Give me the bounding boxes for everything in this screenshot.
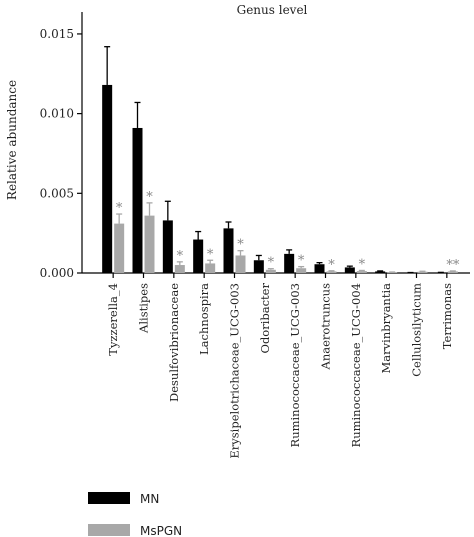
category-labels: Tyzzerella_4 Alistipes Desulfovibrionaceae… [106,283,454,459]
significance-star: * [268,256,275,271]
category-label: Tyzzerella_4 [106,283,120,356]
significance-star: * [359,257,366,272]
bar-mspgn [144,215,155,273]
bar-mn [344,267,355,273]
category-label: Cellulosilyticum [410,283,424,377]
bar-mspgn [235,255,246,273]
significance-annotations: *** *** * * * ** [116,190,460,273]
y-tick-label: 0.000 [40,266,74,280]
legend-label: MN [140,492,159,506]
bar-mspgn [326,271,337,273]
significance-star: * [146,190,153,205]
bar-mn [284,253,295,273]
significance-star: * [207,247,214,262]
y-axis-label: Relative abundance [5,80,19,200]
legend-swatch-mn [88,492,130,504]
significance-star: ** [446,258,460,273]
significance-star: * [298,254,305,269]
bar-mn [102,84,113,273]
bar-mspgn [296,268,307,273]
significance-star: * [328,258,335,273]
category-label: Ruminococcaceae_UCG-003 [288,283,302,447]
chart-title: Genus level [237,3,308,17]
bars [102,84,458,274]
legend: MN MsPGN [88,492,182,537]
bar-mn [253,260,264,273]
category-label: Alistipes [137,283,151,334]
bar-mspgn [447,271,458,273]
category-label: Desulfovibrionaceae [167,283,181,402]
y-tick-label: 0.015 [40,27,74,41]
category-label: Lachnospira [197,283,211,355]
bar-mn [375,271,386,273]
bar-mspgn [356,271,367,273]
bar-mspgn [114,223,125,273]
category-label: Anaerotruncus [319,283,333,371]
bar-mspgn [265,269,276,273]
legend-swatch-mspgn [88,524,130,536]
bar-mn [314,264,325,273]
category-label: Terrimonas [440,283,454,349]
y-axis: 0.000 0.005 0.010 0.015 [40,12,83,280]
bar-mspgn [174,265,185,273]
bar-mn [132,127,143,273]
category-label: Ruminococcaceae_UCG-004 [349,283,363,447]
significance-star: * [177,249,184,264]
bar-mspgn [205,263,216,273]
category-label: Erysipelotrichaceae_UCG-003 [228,283,242,459]
legend-label: MsPGN [140,524,182,537]
category-label: Odoribacter [258,283,272,354]
y-tick-label: 0.005 [40,186,74,200]
bar-mn [162,220,173,273]
error-bars [104,46,456,274]
x-axis [82,272,470,278]
bar-mn [223,228,234,273]
y-tick-label: 0.010 [40,107,74,121]
significance-star: * [116,201,123,216]
significance-star: * [237,238,244,253]
category-label: Marvinbryantia [379,283,393,374]
bar-mn [193,239,204,273]
bar-mspgn [417,271,428,273]
